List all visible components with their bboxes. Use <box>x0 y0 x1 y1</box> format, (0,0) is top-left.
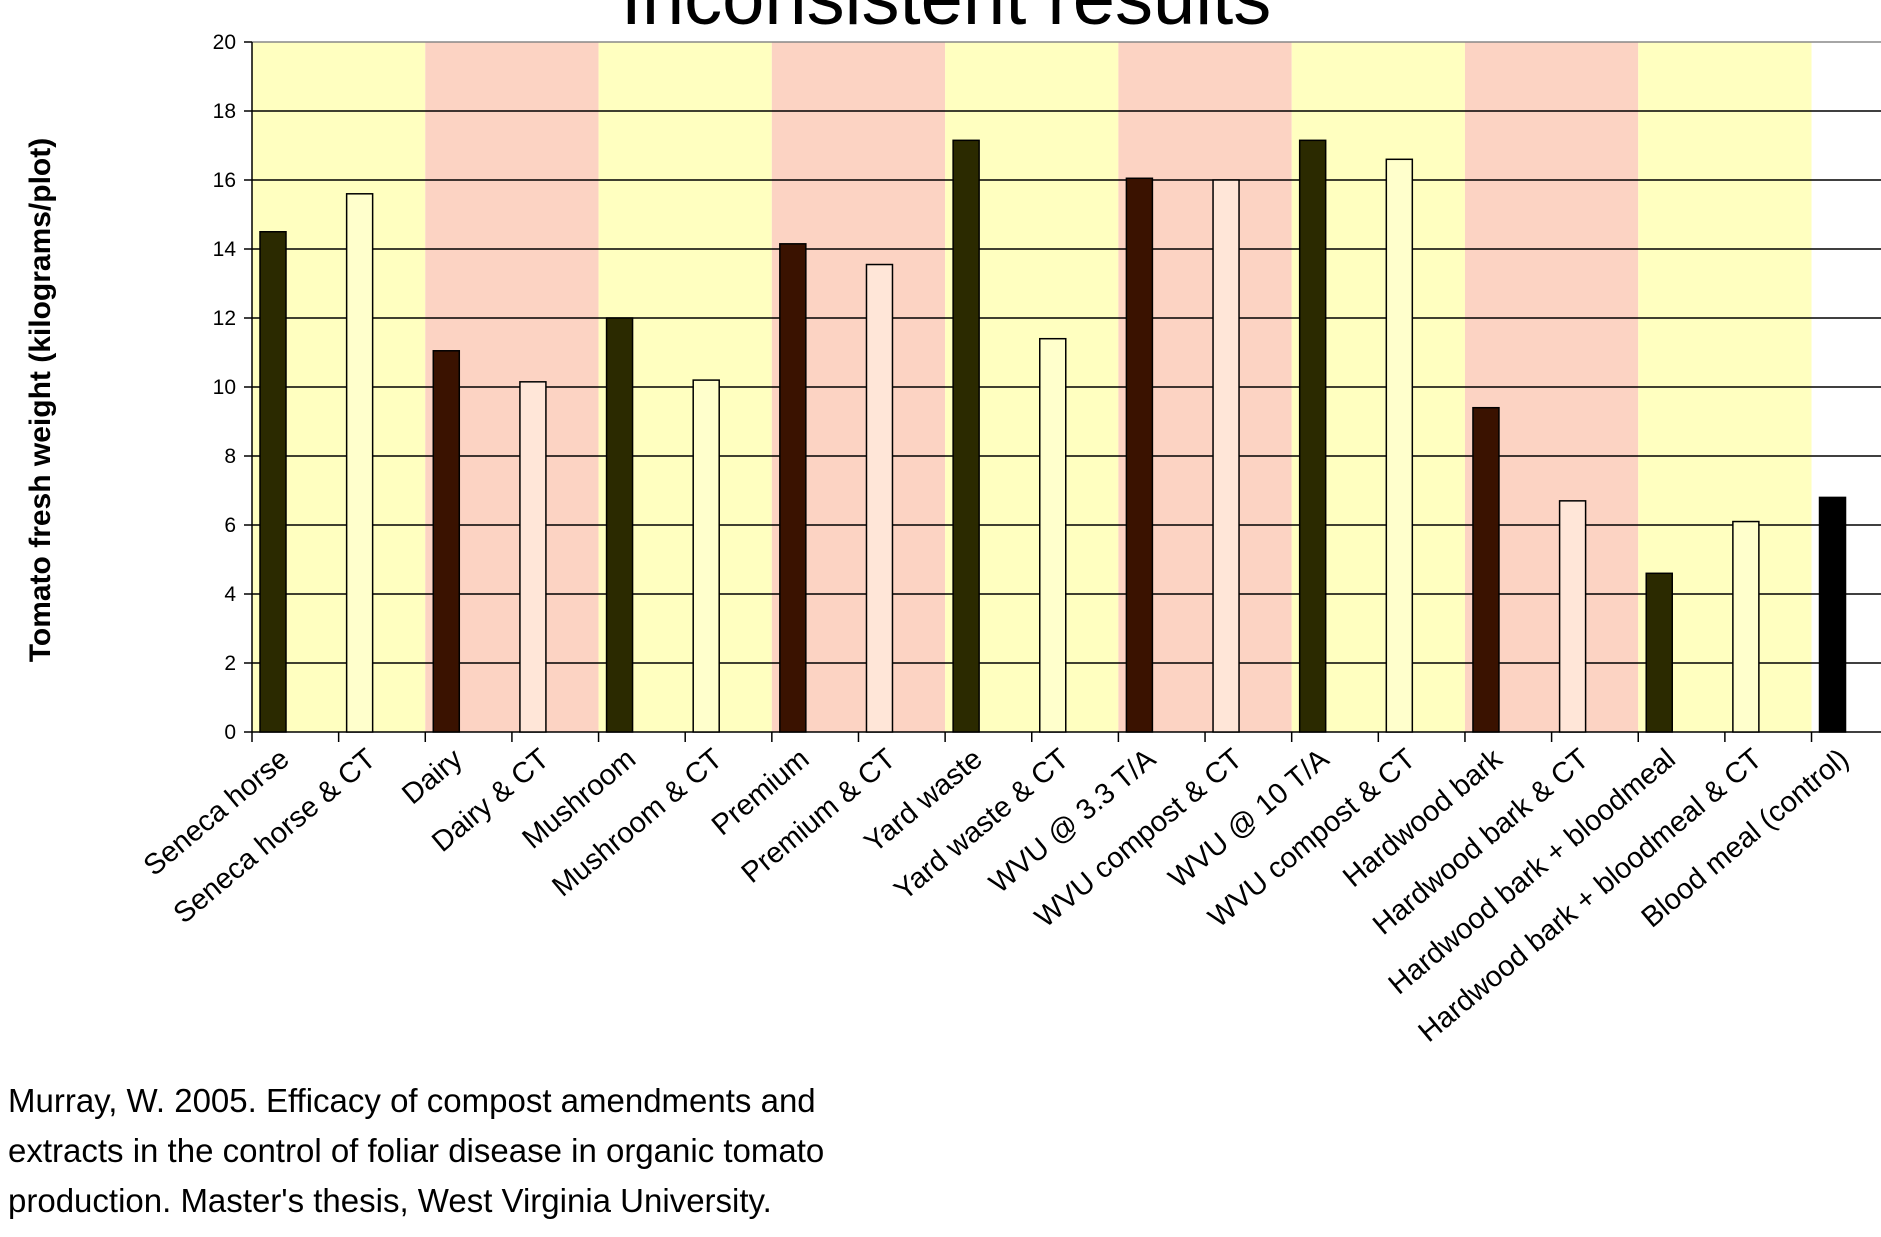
y-tick-label: 10 <box>213 376 236 399</box>
y-tick-label: 20 <box>213 31 236 54</box>
y-tick-label: 2 <box>224 652 236 675</box>
x-tick-label: Dairy <box>396 743 469 811</box>
citation: Murray, W. 2005. Efficacy of compost ame… <box>8 1082 816 1119</box>
bar <box>779 243 807 733</box>
y-tick-label: 4 <box>224 583 236 606</box>
bar <box>432 350 461 733</box>
chart-title: Inconsistent results <box>621 0 1272 41</box>
bar <box>1472 406 1500 733</box>
x-tick-label: Premium & CT <box>736 743 902 890</box>
bar <box>865 263 894 733</box>
bar <box>605 317 634 733</box>
bar <box>1125 177 1154 733</box>
bar <box>1732 520 1760 733</box>
bar <box>1298 139 1327 733</box>
citation: production. Master's thesis, West Virgin… <box>8 1182 772 1219</box>
bar <box>1818 496 1847 733</box>
bar <box>259 231 287 733</box>
citation: extracts in the control of foliar diseas… <box>8 1132 824 1169</box>
y-tick-label: 6 <box>224 514 236 537</box>
y-tick-label: 12 <box>213 307 236 330</box>
y-tick-label: 16 <box>213 169 236 192</box>
bar <box>345 193 374 733</box>
y-tick-label: 0 <box>224 721 236 744</box>
bar <box>1212 179 1240 733</box>
bar <box>519 381 547 733</box>
bar <box>1039 337 1067 733</box>
bar <box>692 379 720 733</box>
y-axis-label: Tomato fresh weight (kilograms/plot) <box>24 138 57 662</box>
x-tick-label: Seneca horse <box>138 743 296 883</box>
bar <box>1645 572 1673 733</box>
y-tick-label: 18 <box>213 100 236 123</box>
y-tick-label: 14 <box>213 238 237 261</box>
bar <box>1385 158 1414 733</box>
bar <box>1558 500 1587 733</box>
bar <box>952 139 980 733</box>
y-tick-label: 8 <box>224 445 236 468</box>
